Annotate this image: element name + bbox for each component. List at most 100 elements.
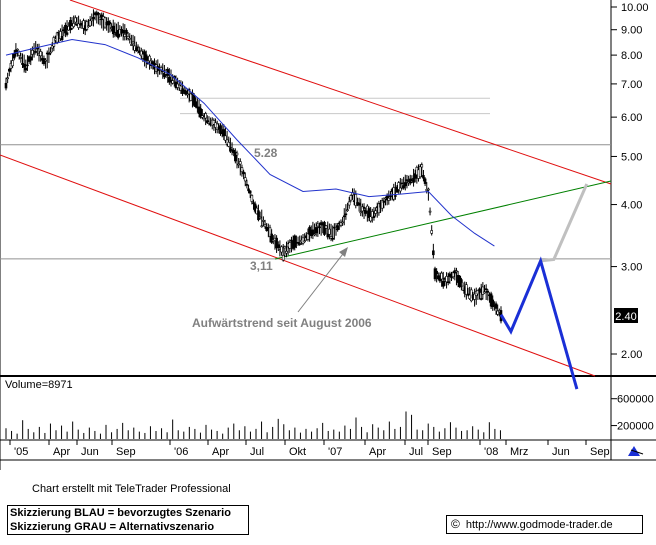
time-tick-label: '07: [328, 446, 342, 458]
candle-body: [275, 237, 278, 249]
price-tick-label: 4.00: [621, 200, 642, 212]
candle-body: [82, 20, 85, 29]
candle-body: [392, 187, 396, 200]
chart-scroll-icon[interactable]: [623, 443, 649, 458]
candle-body: [239, 161, 242, 165]
candle-body: [242, 171, 245, 175]
candle-body: [413, 173, 417, 179]
candle-body: [387, 197, 391, 201]
candle-body: [49, 51, 52, 54]
candle-body: [460, 279, 463, 283]
trend-arrow: [297, 247, 348, 313]
candle-body: [47, 53, 51, 55]
candle-body: [224, 135, 227, 141]
candle-body: [349, 195, 353, 201]
candle-body: [111, 25, 115, 35]
candle-body: [232, 149, 235, 153]
candle-body: [19, 57, 23, 59]
trend-channel: [0, 0, 612, 377]
scenario-legend: Skizzierung BLAU = bevorzugtes Szenario …: [7, 505, 249, 535]
candle-body: [293, 235, 297, 248]
candle-body: [64, 24, 67, 34]
resistance-label: 5.28: [254, 146, 278, 160]
candle-body: [55, 32, 59, 43]
candle-body: [234, 152, 237, 162]
candle-body: [483, 291, 486, 294]
candle-body: [247, 188, 250, 192]
candle-body: [306, 233, 310, 240]
candle-body: [250, 195, 254, 202]
volume-label: Volume=8971: [5, 379, 73, 391]
candle-body: [179, 85, 183, 91]
candle-body: [270, 233, 273, 243]
candle-body: [377, 203, 381, 214]
time-tick-label: Apr: [212, 446, 229, 458]
candle-body: [222, 129, 226, 137]
candle-body: [32, 53, 36, 55]
candle-body: [130, 44, 133, 46]
candle-body: [207, 121, 211, 124]
price-tick-label: 9.00: [621, 25, 642, 37]
candle-body: [121, 30, 125, 34]
candle-body: [389, 195, 392, 198]
price-tick-label: 10.00: [621, 2, 649, 14]
candle-body: [44, 59, 47, 62]
candle-body: [69, 20, 72, 31]
candle-body: [455, 270, 458, 273]
candle-body: [473, 293, 476, 300]
source-link[interactable]: © http://www.godmode-trader.de: [446, 515, 643, 534]
time-tick-label: '05: [14, 446, 28, 458]
candle-body: [326, 233, 330, 238]
candle-body: [316, 223, 320, 227]
candle-body: [245, 184, 249, 186]
svg-text:2.40: 2.40: [615, 311, 636, 323]
candle-body: [24, 67, 28, 71]
candle-body: [201, 115, 204, 118]
candle-body: [14, 49, 18, 54]
candle-body: [380, 200, 384, 209]
price-candles: [4, 9, 503, 324]
candle-body: [441, 280, 445, 287]
candle-body: [399, 187, 402, 192]
price-tick-label: 5.00: [621, 151, 642, 163]
price-tick-label: 3.00: [621, 262, 642, 274]
candle-body: [405, 179, 409, 182]
candle-body: [311, 229, 315, 235]
candle-body: [186, 93, 189, 96]
candle-body: [280, 246, 283, 253]
candle-body: [486, 290, 490, 293]
candle-body: [11, 60, 14, 67]
candle-body: [362, 206, 366, 209]
candle-body: [72, 23, 75, 27]
candle-body: [22, 63, 26, 68]
scenario-grey-path: [540, 183, 589, 263]
candle-body: [428, 210, 432, 213]
candle-body: [491, 299, 495, 307]
price-chart: 10.00 9.00 8.00 7.00 6.00 5.00 4.00 3.00 2.00 60…: [0, 0, 656, 470]
source-url[interactable]: http://www.godmode-trader.de: [465, 519, 613, 531]
candle-body: [466, 293, 470, 296]
candle-body: [372, 215, 376, 218]
time-tick-label: Sep: [432, 446, 452, 458]
candle-body: [394, 195, 397, 197]
candle-body: [215, 123, 219, 130]
candle-body: [70, 25, 74, 29]
candle-body: [59, 31, 62, 39]
candle-body: [303, 240, 306, 243]
candle-body: [237, 163, 240, 166]
candle-body: [361, 206, 364, 212]
candle-body: [60, 36, 64, 41]
candle-body: [240, 167, 244, 173]
candle-body: [230, 147, 234, 150]
candle-body: [418, 166, 422, 178]
candle-body: [263, 224, 267, 227]
candle-body: [31, 50, 34, 55]
candle-body: [123, 33, 127, 37]
candle-body: [346, 209, 349, 211]
candle-body: [257, 210, 260, 221]
candle-body: [367, 208, 371, 218]
candle-body: [484, 288, 488, 290]
candle-body: [402, 185, 405, 189]
candle-body: [283, 246, 287, 249]
candle-body: [52, 37, 56, 47]
